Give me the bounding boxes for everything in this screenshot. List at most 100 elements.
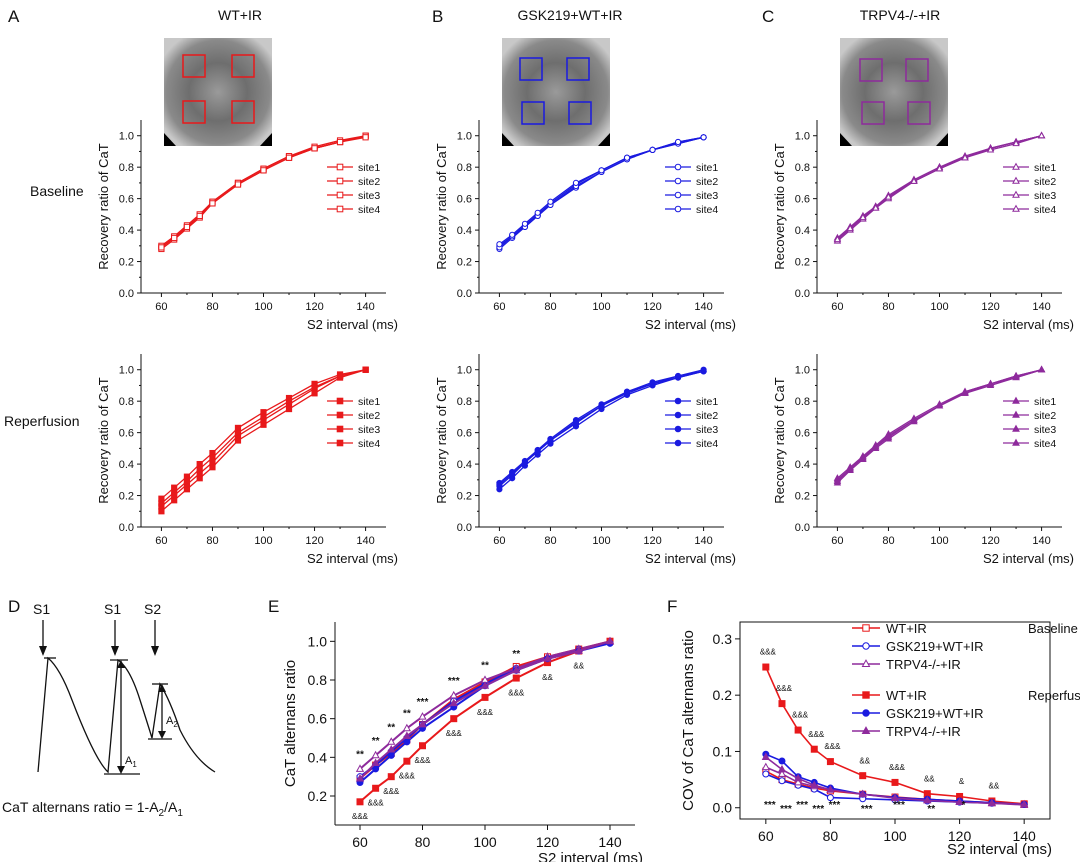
y-tick-label: 0.0 <box>795 288 810 300</box>
y-tick-label: 0.2 <box>308 788 328 804</box>
data-point <box>371 750 380 759</box>
legend-label: site2 <box>358 176 380 188</box>
data-point <box>623 388 631 395</box>
significance-mark: *** <box>780 804 792 815</box>
series-line <box>161 135 366 247</box>
roi-square <box>519 57 543 81</box>
y-axis-label: Recovery ratio of CaT <box>434 143 449 269</box>
x-tick-label: 80 <box>882 301 894 313</box>
data-point <box>1012 204 1020 212</box>
data-point <box>859 213 867 221</box>
data-point <box>605 636 615 645</box>
data-point <box>418 712 427 720</box>
y-tick-label: 0.6 <box>119 428 134 440</box>
data-point <box>418 719 427 728</box>
series-line <box>836 135 1042 241</box>
heart-image-wt <box>164 38 272 146</box>
roi-square <box>905 58 929 82</box>
data-point <box>355 773 365 782</box>
significance-mark: &&& <box>508 688 525 697</box>
data-point <box>862 642 870 650</box>
data-point <box>1012 139 1020 147</box>
y-tick-label: 0.3 <box>713 631 733 647</box>
data-point <box>372 765 380 773</box>
data-point <box>336 397 344 405</box>
legend-label: site2 <box>358 410 380 422</box>
column-title-wt: WT+IR <box>218 7 262 23</box>
data-point <box>336 205 344 213</box>
x-tick-label: 120 <box>643 301 661 313</box>
legend-label: GSK219+WT+IR <box>886 706 984 721</box>
x-tick-label: 60 <box>352 834 368 850</box>
significance-mark: *** <box>448 676 460 687</box>
x-tick-label: 80 <box>882 535 894 547</box>
significance-mark: && <box>542 673 553 682</box>
significance-mark: &&& <box>776 684 793 693</box>
data-point <box>387 744 396 753</box>
y-tick-label: 0.2 <box>795 257 810 269</box>
significance-mark: &&& <box>383 787 400 796</box>
data-point <box>762 663 770 671</box>
data-point <box>833 477 842 484</box>
roi-square <box>907 101 931 125</box>
legend-label: site4 <box>1034 438 1056 450</box>
legend-label: site2 <box>696 176 718 188</box>
data-point <box>534 448 541 455</box>
series-line <box>161 136 366 248</box>
data-point <box>336 439 344 447</box>
series-line <box>498 370 704 484</box>
data-point <box>480 681 490 689</box>
data-point <box>260 167 267 174</box>
y-tick-label: 0.4 <box>457 459 472 471</box>
series-line <box>499 136 704 247</box>
data-point <box>285 398 293 405</box>
data-point <box>1012 410 1020 418</box>
data-point <box>1037 131 1046 139</box>
data-point <box>336 411 344 419</box>
series-line <box>498 369 704 486</box>
x-tick-label: 120 <box>305 301 323 313</box>
data-point <box>1012 438 1020 446</box>
significance-mark: &&& <box>368 799 385 808</box>
data-point <box>674 397 682 405</box>
data-point <box>387 737 396 745</box>
series-line <box>499 136 704 245</box>
panel-letter-f: F <box>667 597 677 616</box>
data-point <box>761 762 770 771</box>
stim-label-s1-first: S1 <box>33 601 50 617</box>
series-line <box>161 135 366 250</box>
data-point <box>649 379 656 386</box>
x-tick-label: 140 <box>356 301 374 313</box>
data-point <box>1020 799 1029 808</box>
y-tick-label: 0.8 <box>308 672 328 688</box>
significance-mark: && <box>859 756 870 765</box>
chart-reperfusion-wt: 0.0 0.2 0.4 0.6 0.8 1.0 60 80 100 120 140 S2 interv… <box>96 354 398 566</box>
legend-label: site4 <box>696 204 718 216</box>
y-tick-label: 0.4 <box>308 749 328 765</box>
y-tick-label: 0.1 <box>713 743 733 759</box>
data-point <box>402 731 412 739</box>
legend-label: site4 <box>358 204 380 216</box>
significance-mark: &&& <box>352 812 369 821</box>
data-point <box>1012 162 1020 170</box>
series-line <box>498 136 704 248</box>
data-point <box>362 366 369 373</box>
data-point <box>910 415 918 423</box>
y-tick-label: 0.4 <box>119 459 134 471</box>
x-axis-label: S2 interval (ms) <box>645 551 736 566</box>
cat-schematic <box>37 620 216 775</box>
data-point <box>234 181 242 188</box>
data-point <box>509 231 516 238</box>
data-point <box>1012 373 1020 381</box>
legend-label: TRPV4-/-+IR <box>886 724 961 739</box>
panel-letter-d: D <box>8 597 20 616</box>
legend-label: site1 <box>358 396 380 408</box>
data-point <box>311 145 318 152</box>
data-point <box>496 241 503 248</box>
significance-mark: ** <box>512 649 520 660</box>
legend-label: site2 <box>696 410 718 422</box>
data-point <box>674 191 682 199</box>
data-point <box>986 379 995 387</box>
